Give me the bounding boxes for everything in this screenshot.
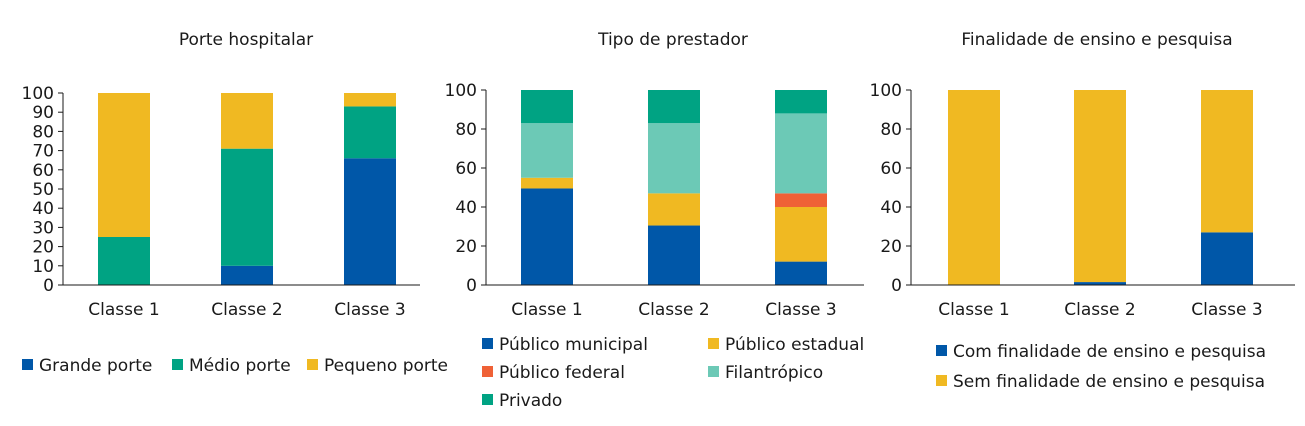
legend-swatch: [708, 366, 719, 377]
y-tick-label: 10: [32, 257, 54, 277]
legend-label: Sem finalidade de ensino e pesquisa: [953, 372, 1265, 392]
bar-segment: [521, 177, 573, 189]
legend-swatch: [708, 338, 719, 349]
y-tick-label: 60: [455, 159, 477, 179]
bar-segment: [648, 90, 700, 124]
chart-2: Tipo de prestador 0 20 40 60 80 100 Classe 1 Cla…: [445, 30, 865, 411]
y-tick-label: 0: [43, 276, 54, 296]
legend-label: Privado: [499, 391, 562, 411]
y-tick-label: 100: [445, 81, 477, 101]
legend-swatch: [482, 394, 493, 405]
x-tick-label: Classe 2: [211, 300, 282, 320]
bar-segment: [648, 225, 700, 285]
y-tick-label: 80: [455, 120, 477, 140]
legend-swatch: [307, 359, 318, 370]
y-tick-label: 80: [32, 122, 54, 142]
bar-segment: [344, 158, 396, 285]
bar-segment: [648, 193, 700, 226]
y-tick-label: 100: [22, 84, 54, 104]
legend-swatch: [482, 366, 493, 377]
bar-segment: [775, 113, 827, 194]
bar-segment: [221, 265, 273, 285]
bar-segment: [775, 207, 827, 262]
legend: Público municipal Público estadual Público…: [482, 335, 864, 411]
legend-label: Com finalidade de ensino e pesquisa: [953, 342, 1266, 362]
y-tick-label: 50: [32, 180, 54, 200]
bar-segment: [344, 106, 396, 159]
x-tick-label: Classe 3: [334, 300, 405, 320]
chart-3: Finalidade de ensino e pesquisa 0 20 40 60 80…: [870, 30, 1295, 392]
chart-title: Porte hospitalar: [179, 30, 313, 50]
bar-segment: [98, 237, 150, 285]
y-tick-label: 60: [32, 161, 54, 181]
legend-swatch: [22, 359, 33, 370]
y-tick-label: 20: [455, 237, 477, 257]
legend: Grande porte Médio porte Pequeno porte: [22, 356, 448, 376]
bar-segment: [1074, 282, 1126, 285]
x-tick-label: Classe 1: [938, 300, 1009, 320]
legend-label: Filantrópico: [725, 363, 823, 383]
bar-segment: [221, 93, 273, 149]
bar-segment: [1201, 232, 1253, 285]
chart-title: Finalidade de ensino e pesquisa: [961, 30, 1232, 50]
y-tick-label: 60: [880, 159, 902, 179]
legend-swatch: [936, 345, 947, 356]
bar-segment: [775, 90, 827, 114]
x-tick-label: Classe 3: [1191, 300, 1262, 320]
legend-swatch: [936, 375, 947, 386]
legend: Com finalidade de ensino e pesquisa Sem f…: [936, 342, 1266, 392]
bar-segment: [775, 261, 827, 285]
bar-segment: [521, 90, 573, 124]
y-tick-label: 40: [32, 199, 54, 219]
bar-segment: [1201, 90, 1253, 233]
x-tick-label: Classe 2: [1064, 300, 1135, 320]
bar-segment: [521, 123, 573, 178]
y-tick-label: 30: [32, 218, 54, 238]
legend-label: Público municipal: [499, 335, 648, 355]
legend-label: Médio porte: [189, 356, 291, 376]
bar-segment: [221, 148, 273, 266]
legend-label: Pequeno porte: [324, 356, 448, 376]
chart-title: Tipo de prestador: [597, 30, 748, 50]
legend-label: Público federal: [499, 363, 625, 383]
y-tick-label: 0: [466, 276, 477, 296]
legend-label: Público estadual: [725, 335, 864, 355]
legend-label: Grande porte: [39, 356, 152, 376]
bar-segment: [948, 90, 1000, 285]
y-tick-label: 90: [32, 103, 54, 123]
y-tick-label: 0: [891, 276, 902, 296]
bar-segment: [775, 193, 827, 207]
bar-segment: [344, 93, 396, 107]
bar-segment: [1074, 90, 1126, 283]
bar-segment: [521, 188, 573, 285]
x-tick-label: Classe 3: [765, 300, 836, 320]
bar-segment: [648, 123, 700, 194]
x-tick-label: Classe 2: [638, 300, 709, 320]
x-tick-label: Classe 1: [88, 300, 159, 320]
y-tick-label: 70: [32, 142, 54, 162]
legend-swatch: [172, 359, 183, 370]
bar-segment: [98, 93, 150, 237]
x-tick-label: Classe 1: [511, 300, 582, 320]
y-tick-label: 80: [880, 120, 902, 140]
y-tick-label: 100: [870, 81, 902, 101]
y-tick-label: 20: [880, 237, 902, 257]
legend-swatch: [482, 338, 493, 349]
y-tick-label: 40: [880, 198, 902, 218]
y-tick-label: 40: [455, 198, 477, 218]
y-tick-label: 20: [32, 238, 54, 258]
